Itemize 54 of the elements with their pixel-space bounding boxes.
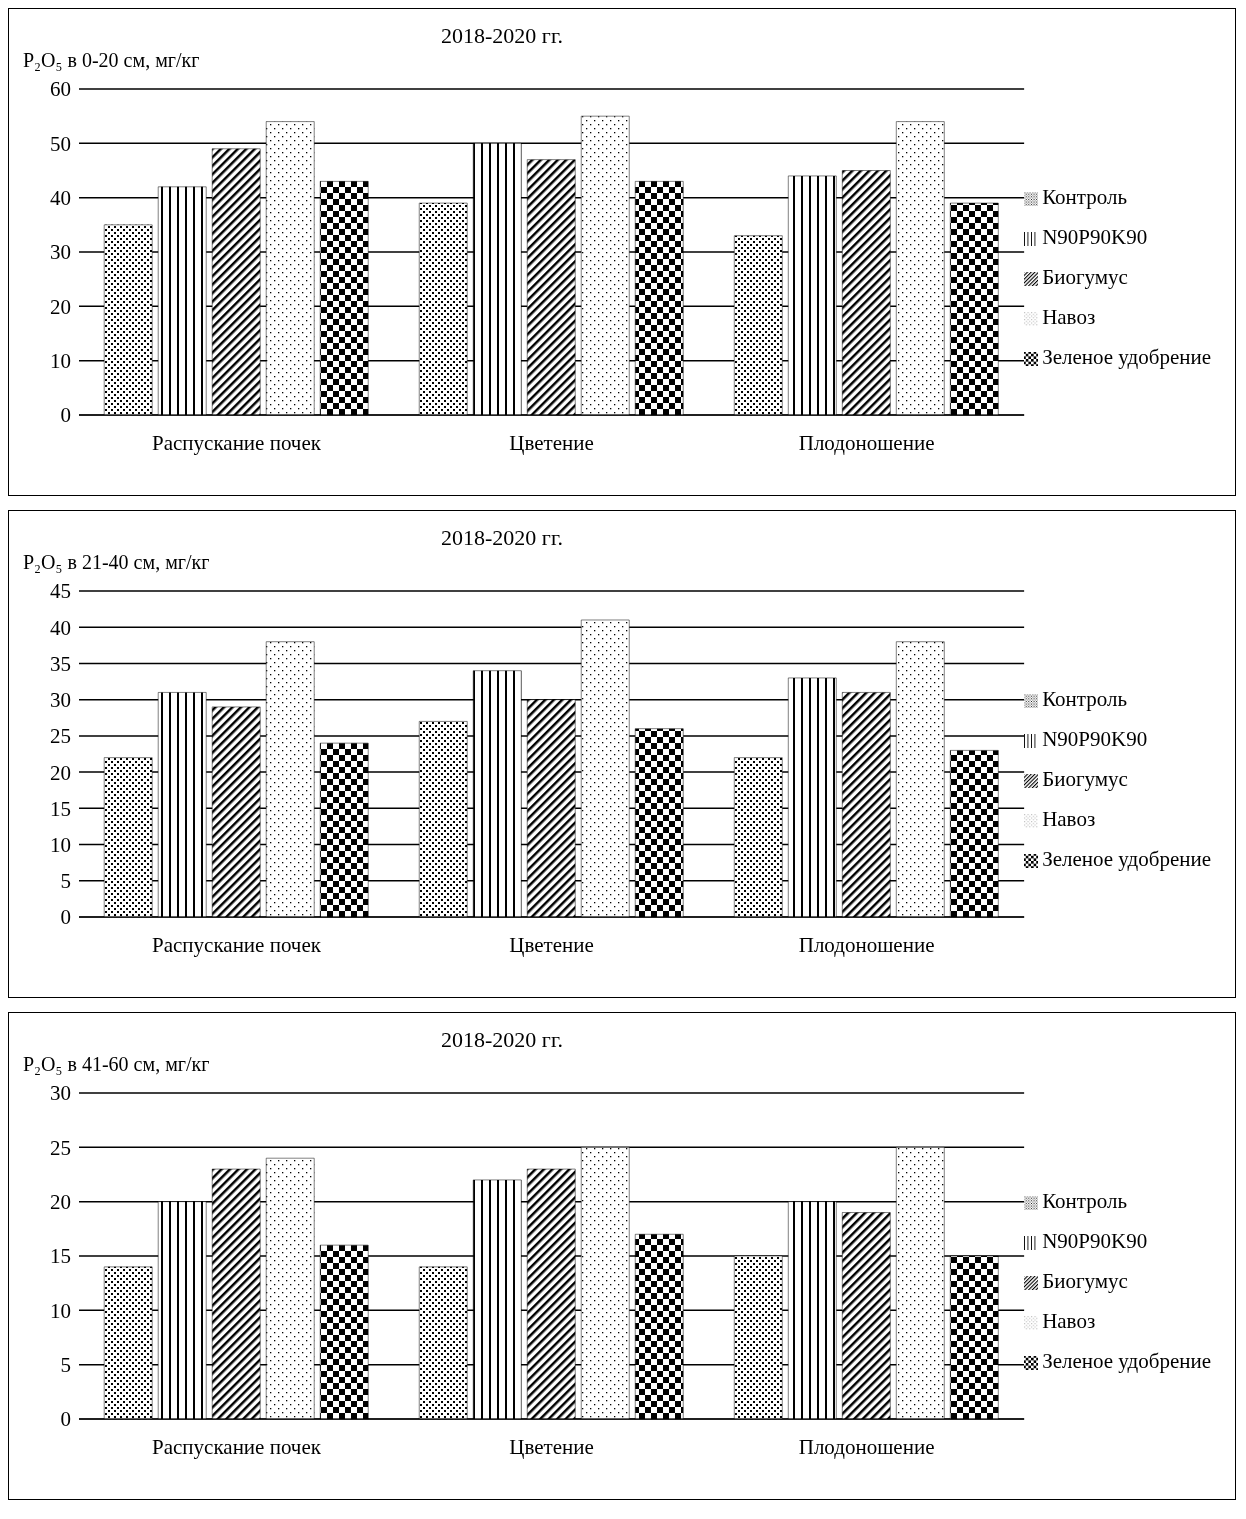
legend-label: Контроль — [1042, 1189, 1128, 1213]
legend-label: Навоз — [1042, 807, 1096, 831]
y-tick-label: 40 — [50, 615, 71, 640]
y-tick-label: 35 — [50, 651, 71, 676]
y-tick-label: 20 — [50, 760, 71, 785]
legend-label: Контроль — [1042, 185, 1128, 209]
chart-title: 2018-2020 гг. — [440, 23, 564, 49]
x-tick-label: Распускание почек — [152, 932, 322, 957]
y-tick-label: 20 — [50, 294, 71, 319]
legend-label: N90P90K90 — [1042, 727, 1148, 751]
legend-label: Навоз — [1042, 305, 1096, 329]
y-tick-label: 0 — [60, 905, 71, 930]
y-tick-label: 20 — [50, 1190, 71, 1215]
x-tick-label: Цветение — [509, 1434, 594, 1459]
y-tick-label: 25 — [50, 724, 71, 749]
y-axis-title: P₂O₅ в 41-60 см, мг/кг — [23, 1053, 210, 1076]
y-tick-label: 60 — [50, 77, 71, 102]
y-tick-label: 10 — [50, 349, 71, 374]
x-tick-label: Плодоношение — [798, 1434, 935, 1459]
legend-label: Навоз — [1042, 1309, 1096, 1333]
y-tick-label: 25 — [50, 1135, 71, 1160]
x-tick-label: Плодоношение — [798, 430, 935, 455]
legend-label: N90P90K90 — [1042, 225, 1148, 249]
y-tick-label: 30 — [50, 688, 71, 713]
legend-label: Биогумус — [1042, 767, 1128, 791]
y-tick-label: 50 — [50, 131, 71, 156]
x-tick-label: Распускание почек — [152, 1434, 322, 1459]
y-tick-label: 30 — [50, 1081, 71, 1106]
y-tick-label: 15 — [50, 1244, 71, 1269]
legend-label: Биогумус — [1042, 1269, 1128, 1293]
legend-label: N90P90K90 — [1042, 1229, 1148, 1253]
y-tick-label: 0 — [60, 403, 71, 428]
x-tick-label: Распускание почек — [152, 430, 322, 455]
chart-title: 2018-2020 гг. — [440, 1027, 564, 1053]
y-tick-label: 30 — [50, 240, 71, 265]
y-tick-label: 45 — [50, 579, 71, 604]
x-tick-label: Цветение — [509, 932, 594, 957]
y-tick-label: 5 — [60, 869, 71, 894]
legend-label: Зеленое удобрение — [1042, 345, 1211, 369]
y-axis-title: P₂O₅ в 0-20 см, мг/кг — [23, 49, 200, 72]
y-tick-label: 40 — [50, 186, 71, 211]
legend-label: Зеленое удобрение — [1042, 847, 1211, 871]
y-tick-label: 15 — [50, 796, 71, 821]
x-tick-label: Цветение — [509, 430, 594, 455]
y-axis-title: P₂O₅ в 21-40 см, мг/кг — [23, 551, 210, 574]
x-tick-label: Плодоношение — [798, 932, 935, 957]
legend-label: Зеленое удобрение — [1042, 1349, 1211, 1373]
chart-title: 2018-2020 гг. — [440, 525, 564, 551]
y-tick-label: 10 — [50, 833, 71, 858]
legend-label: Биогумус — [1042, 265, 1128, 289]
y-tick-label: 10 — [50, 1298, 71, 1323]
y-tick-label: 5 — [60, 1353, 71, 1378]
legend-label: Контроль — [1042, 687, 1128, 711]
y-tick-label: 0 — [60, 1407, 71, 1432]
